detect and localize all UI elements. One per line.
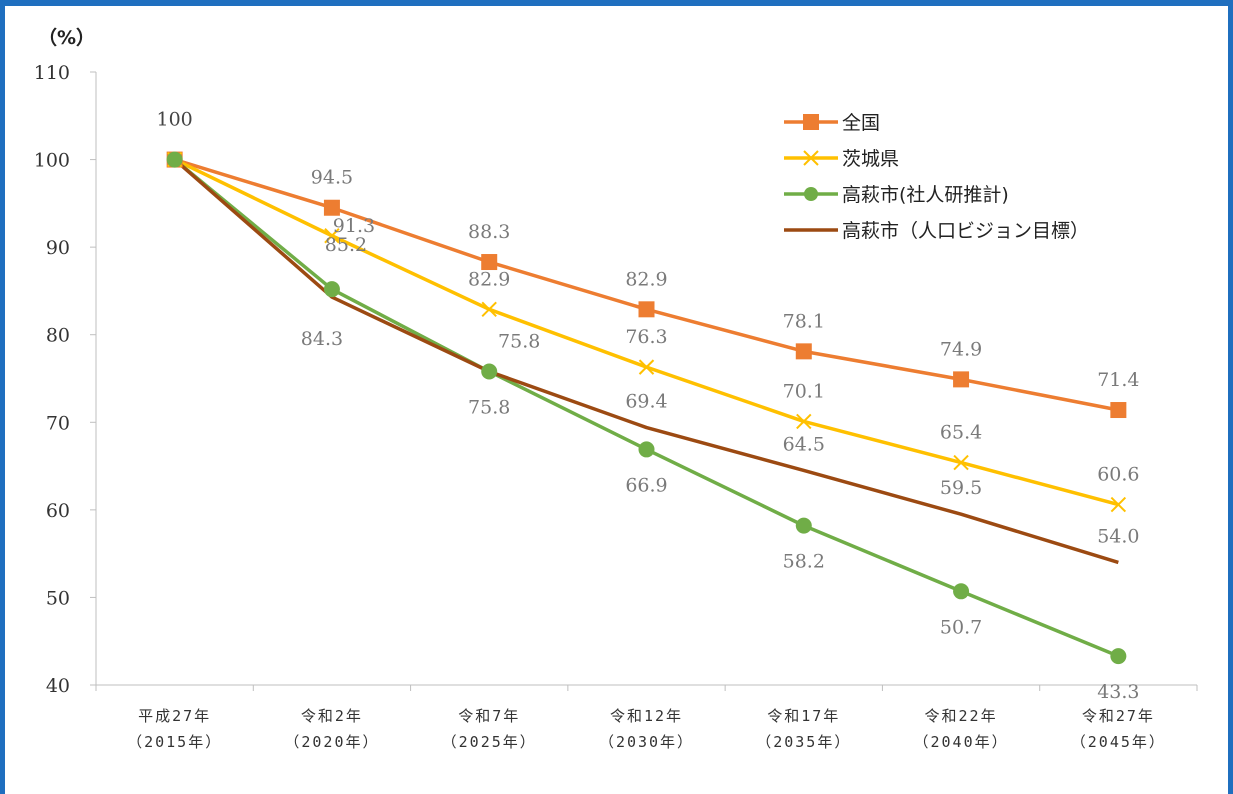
x-tick-label: 令和2年 <box>301 707 363 725</box>
data-label: 54.0 <box>1097 525 1139 547</box>
x-mark-stroke <box>324 228 340 244</box>
data-label: 76.3 <box>625 326 667 348</box>
legend-item: 高萩市(社人研推計) <box>784 184 1009 206</box>
y-tick-label: 80 <box>46 325 70 347</box>
data-point-square <box>953 371 970 388</box>
y-tick-label: 110 <box>34 62 70 84</box>
x-mark-stroke <box>638 359 655 375</box>
legend-label: 全国 <box>842 112 880 134</box>
y-tick-label: 50 <box>46 587 70 609</box>
y-tick-label: 70 <box>46 412 70 434</box>
data-label: 82.9 <box>468 268 510 290</box>
legend-marker-square <box>803 114 819 130</box>
y-tick-label: 60 <box>46 500 70 522</box>
data-point-square <box>1110 402 1127 419</box>
data-label: 82.9 <box>625 268 667 290</box>
data-point-square <box>795 343 812 360</box>
data-label: 75.8 <box>468 396 510 418</box>
legend-item: 高萩市（人口ビジョン目標） <box>784 220 1089 242</box>
data-point-x <box>481 301 497 318</box>
y-tick-label: 40 <box>46 675 70 697</box>
data-label: 66.9 <box>625 474 667 496</box>
data-label: 91.3 <box>333 215 375 237</box>
legend-item: 茨城県 <box>784 148 899 170</box>
legend-label: 高萩市(社人研推計) <box>842 184 1009 206</box>
data-point-x <box>1110 496 1127 513</box>
x-mark-stroke <box>796 413 812 430</box>
series-group <box>166 151 1127 665</box>
y-unit-label: （%） <box>38 26 95 49</box>
data-label: 70.1 <box>783 380 825 402</box>
x-tick-label: 令和22年 <box>925 707 998 725</box>
x-tick-label: （2020年） <box>284 733 379 751</box>
data-point-circle <box>166 151 183 168</box>
legend-label: 茨城県 <box>842 148 899 170</box>
data-point-circle <box>1110 648 1127 665</box>
x-tick-label: （2045年） <box>1071 733 1166 751</box>
data-label: 78.1 <box>783 310 825 332</box>
legend-label: 高萩市（人口ビジョン目標） <box>842 220 1089 242</box>
x-tick-label: （2015年） <box>127 733 222 751</box>
data-point-x <box>638 359 655 375</box>
x-tick-label: （2030年） <box>599 733 694 751</box>
y-tick-label: 90 <box>46 237 70 259</box>
data-label: 74.9 <box>940 338 982 360</box>
data-label: 85.2 <box>325 234 367 256</box>
data-label: 69.4 <box>625 391 667 413</box>
data-point-square <box>481 254 498 271</box>
data-label: 65.4 <box>940 422 982 444</box>
data-label: 50.7 <box>940 616 982 638</box>
data-point-x <box>953 454 969 471</box>
data-point-square <box>638 301 655 318</box>
data-label: 59.5 <box>940 477 982 499</box>
start-value-label: 100 <box>157 109 193 131</box>
x-mark-stroke <box>953 454 969 471</box>
data-point-x <box>324 228 340 244</box>
data-label: 43.3 <box>1097 681 1139 703</box>
data-point-square <box>323 199 340 216</box>
x-tick-label: （2040年） <box>914 733 1009 751</box>
x-mark-stroke <box>481 301 497 318</box>
data-point-circle <box>481 363 498 380</box>
legend-marker-x <box>803 150 819 166</box>
x-tick-label: （2035年） <box>756 733 851 751</box>
data-point-circle <box>795 517 812 534</box>
data-point-circle <box>323 281 340 298</box>
legend-item: 全国 <box>784 112 880 134</box>
x-mark-stroke <box>1110 496 1127 513</box>
x-tick-label: 令和27年 <box>1082 707 1155 725</box>
data-label: 84.3 <box>301 328 343 350</box>
data-label: 60.6 <box>1097 464 1139 486</box>
data-label: 58.2 <box>783 551 825 573</box>
y-tick-label: 100 <box>34 150 70 172</box>
x-tick-label: 令和17年 <box>767 707 840 725</box>
x-tick-label: 平成27年 <box>138 707 211 725</box>
data-label: 75.8 <box>498 330 540 352</box>
legend-marker-circle <box>804 187 818 201</box>
x-tick-label: （2025年） <box>442 733 537 751</box>
data-label: 64.5 <box>783 433 825 455</box>
data-labels: 94.5 88.3 82.9 78.1 74.9 71.4 91.3 82.9 76.3 70.1… <box>157 109 1140 704</box>
data-label: 71.4 <box>1097 369 1139 391</box>
x-tick-label: 令和12年 <box>610 707 683 725</box>
axes: 40 50 60 70 80 90 100 110 平成27年 （2015年） 令和2年 （2020年… <box>34 62 1198 751</box>
data-point-circle <box>638 441 655 458</box>
data-point-x <box>796 413 812 430</box>
x-tick-label: 令和7年 <box>458 707 520 725</box>
data-label: 88.3 <box>468 221 510 243</box>
data-label: 94.5 <box>311 167 353 189</box>
data-point-circle <box>953 583 970 600</box>
